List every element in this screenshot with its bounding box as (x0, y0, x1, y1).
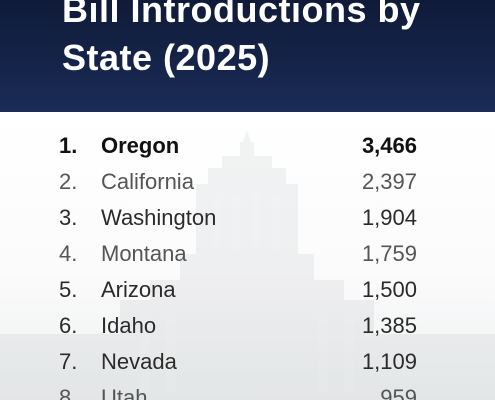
rank-number: 2. (59, 169, 78, 194)
state-name: Arizona (101, 277, 176, 302)
ranking-row: 2. California 2,397 (0, 164, 495, 200)
bill-count: 1,759 (361, 241, 417, 266)
capitol-building-background (0, 130, 495, 400)
ranking-row: 4. Montana 1,759 (0, 236, 495, 272)
state-name: Washington (101, 205, 217, 230)
state-name: California (101, 169, 194, 194)
ranking-panel: 1. Oregon 3,466 2. California 2,397 3. W… (0, 112, 495, 400)
bill-count: 959 (380, 385, 417, 400)
rank-number: 1. (59, 133, 78, 158)
bill-count: 1,385 (361, 313, 417, 338)
bill-count: 3,466 (361, 133, 417, 158)
rank-number: 6. (59, 313, 78, 338)
state-name: Idaho (101, 313, 157, 338)
state-name: Montana (101, 241, 187, 266)
ranking-row: 6. Idaho 1,385 (0, 308, 495, 344)
page-title: Bill Introductions by State (2025) (62, 0, 421, 78)
rank-number: 5. (59, 277, 78, 302)
state-name: Utah (101, 385, 148, 400)
bill-count: 2,397 (361, 169, 417, 194)
ranking-row: 5. Arizona 1,500 (0, 272, 495, 308)
ranking-row: 8. Utah 959 (0, 380, 495, 400)
rank-number: 4. (59, 241, 78, 266)
rank-number: 8. (59, 385, 78, 400)
state-name: Nevada (101, 349, 177, 374)
rank-number: 7. (59, 349, 78, 374)
title-banner: Bill Introductions by State (2025) (0, 0, 495, 112)
rank-number: 3. (59, 205, 78, 230)
state-name: Oregon (101, 133, 180, 158)
ranking-row: 7. Nevada 1,109 (0, 344, 495, 380)
ranking-row: 1. Oregon 3,466 (0, 128, 495, 164)
ranking-row: 3. Washington 1,904 (0, 200, 495, 236)
bill-count: 1,109 (361, 349, 417, 374)
bill-count: 1,500 (361, 277, 417, 302)
bill-count: 1,904 (361, 205, 417, 230)
